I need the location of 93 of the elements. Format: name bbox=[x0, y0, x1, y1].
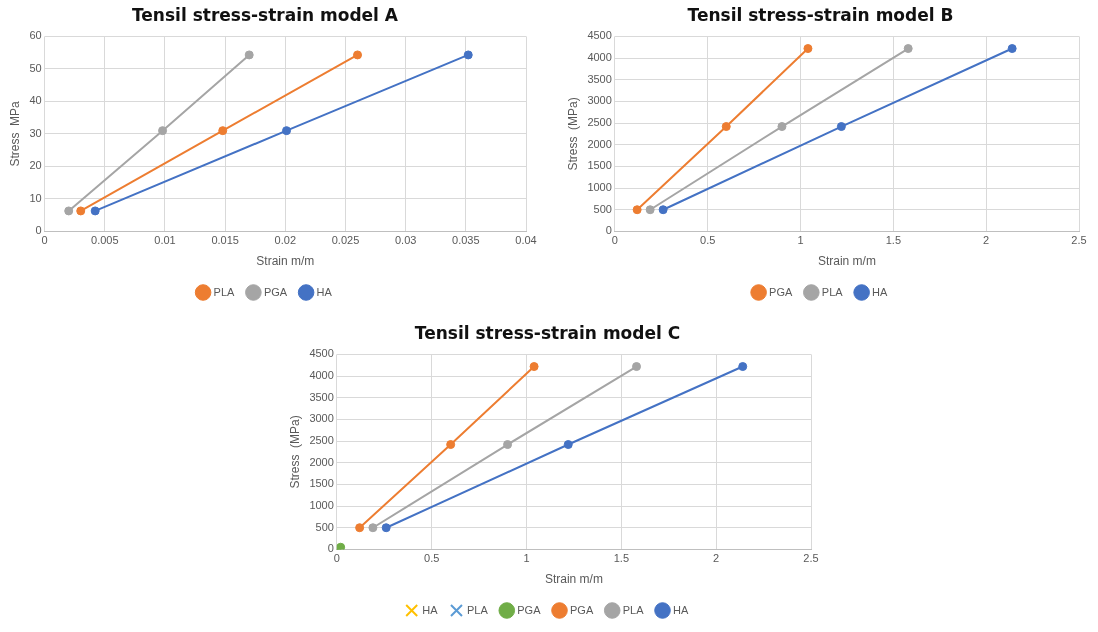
point bbox=[244, 50, 254, 60]
y-tick-label: 40 bbox=[29, 94, 42, 107]
point bbox=[658, 205, 668, 215]
y-tick-label: 4500 bbox=[309, 347, 334, 360]
legend-label: PGA bbox=[570, 603, 594, 616]
y-tick-label: 3000 bbox=[587, 94, 612, 107]
x-tick-label: 0.005 bbox=[91, 234, 119, 247]
point bbox=[645, 205, 655, 215]
legend-label: HA bbox=[316, 285, 333, 298]
x-tick-label: 0.035 bbox=[452, 234, 480, 247]
point bbox=[463, 50, 473, 60]
point bbox=[353, 50, 363, 60]
point bbox=[632, 205, 642, 215]
x-tick-label: 2 bbox=[983, 234, 990, 247]
legend-label: PLA bbox=[466, 603, 489, 616]
x-tick-label: 1.5 bbox=[613, 552, 629, 565]
chart-title: Tensil stress-strain model B bbox=[687, 4, 954, 25]
point bbox=[76, 206, 86, 216]
y-tick-label: 0 bbox=[605, 224, 612, 237]
y-tick-label: 3500 bbox=[587, 72, 612, 85]
y-tick-label: 60 bbox=[29, 29, 42, 42]
x-tick-label: 0.5 bbox=[424, 552, 440, 565]
y-tick-label: 0 bbox=[327, 542, 334, 555]
point bbox=[1007, 44, 1017, 54]
point bbox=[64, 206, 74, 216]
y-tick-label: 4000 bbox=[587, 51, 612, 64]
point bbox=[529, 362, 539, 372]
y-tick-label: 2500 bbox=[309, 434, 334, 447]
x-tick-label: 0.02 bbox=[274, 234, 297, 247]
x-tick-label: 1 bbox=[523, 552, 530, 565]
legend-label: PGA bbox=[517, 603, 542, 616]
x-tick-label: 2.5 bbox=[803, 552, 819, 565]
point bbox=[218, 126, 228, 136]
y-axis-title: Stress MPa bbox=[7, 100, 22, 167]
legend-label: HA bbox=[872, 285, 889, 298]
y-tick-label: 1500 bbox=[587, 159, 612, 172]
x-axis-title: Strain m/m bbox=[256, 254, 315, 269]
point bbox=[381, 523, 391, 533]
y-tick-label: 0 bbox=[35, 224, 42, 237]
y-tick-label: 30 bbox=[29, 126, 42, 139]
legend-label: PLA bbox=[213, 285, 236, 298]
y-tick-label: 500 bbox=[593, 202, 612, 215]
y-tick-label: 2000 bbox=[587, 137, 612, 150]
point bbox=[368, 523, 378, 533]
legend-label: PLA bbox=[622, 603, 645, 616]
legend-label: PLA bbox=[821, 285, 844, 298]
point bbox=[777, 122, 787, 132]
y-tick-label: 4500 bbox=[587, 29, 612, 42]
legend-label: PGA bbox=[769, 285, 793, 298]
x-tick-label: 1.5 bbox=[885, 234, 901, 247]
point bbox=[446, 440, 456, 450]
point bbox=[632, 362, 642, 372]
legend-label: HA bbox=[422, 603, 439, 616]
y-tick-label: 1000 bbox=[309, 499, 334, 512]
y-tick-label: 10 bbox=[29, 191, 42, 204]
y-tick-label: 1000 bbox=[587, 181, 612, 194]
legend-label: HA bbox=[673, 603, 689, 616]
point bbox=[721, 122, 731, 132]
x-tick-label: 0.025 bbox=[331, 234, 360, 247]
x-tick-label: 1 bbox=[797, 234, 804, 247]
legend-label: PGA bbox=[263, 285, 288, 298]
point bbox=[158, 126, 168, 136]
point bbox=[90, 206, 100, 216]
x-axis-title: Strain m/m bbox=[817, 254, 876, 269]
y-axis-title: Stress (MPa) bbox=[287, 415, 302, 489]
y-tick-label: 4000 bbox=[309, 369, 334, 382]
y-tick-label: 2500 bbox=[587, 116, 612, 129]
point bbox=[563, 440, 573, 450]
point bbox=[503, 440, 513, 450]
point bbox=[355, 523, 365, 533]
y-tick-label: 2000 bbox=[309, 455, 334, 468]
y-axis-title: Stress (MPa) bbox=[565, 97, 580, 171]
y-tick-label: 3000 bbox=[309, 412, 334, 425]
x-axis-title: Strain m/m bbox=[544, 572, 603, 587]
y-tick-label: 1500 bbox=[309, 477, 334, 490]
y-tick-label: 50 bbox=[29, 61, 42, 74]
x-tick-label: 0.015 bbox=[211, 234, 239, 247]
chart-title: Tensil stress-strain model C bbox=[414, 322, 681, 343]
x-tick-label: 0.01 bbox=[154, 234, 176, 247]
chart-title: Tensil stress-strain model A bbox=[131, 4, 399, 25]
x-tick-label: 0.03 bbox=[394, 234, 417, 247]
point bbox=[282, 126, 292, 136]
y-tick-label: 3500 bbox=[309, 390, 334, 403]
x-tick-label: 0.5 bbox=[700, 234, 716, 247]
x-tick-label: 2 bbox=[713, 552, 720, 565]
y-tick-label: 500 bbox=[315, 520, 334, 533]
point bbox=[738, 362, 748, 372]
point bbox=[836, 122, 846, 132]
y-tick-label: 20 bbox=[29, 159, 42, 172]
point bbox=[803, 44, 813, 54]
x-tick-label: 0.04 bbox=[515, 234, 537, 247]
point bbox=[903, 44, 913, 54]
x-tick-label: 2.5 bbox=[1071, 234, 1087, 247]
